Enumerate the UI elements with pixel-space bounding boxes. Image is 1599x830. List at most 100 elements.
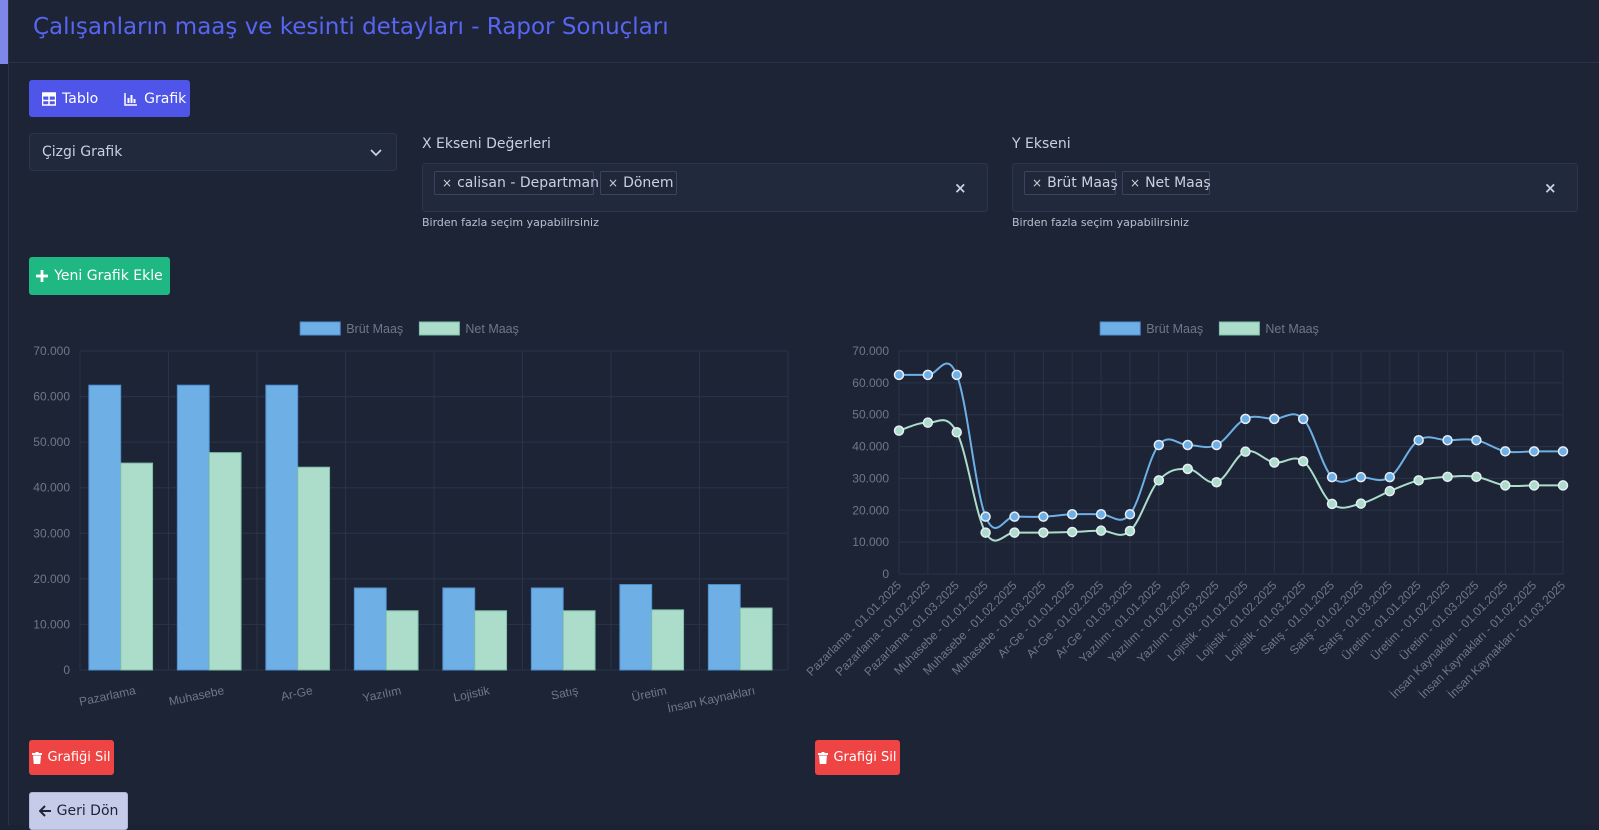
y-tick-label: 70.000 xyxy=(33,344,70,358)
data-point xyxy=(1442,434,1453,446)
data-point xyxy=(1038,527,1049,538)
x-tick-label: Lojistik xyxy=(452,683,492,705)
x-tick-label: Ar-Ge xyxy=(280,683,315,703)
data-point xyxy=(922,417,934,428)
clear-x-axis-icon[interactable]: × xyxy=(954,179,967,197)
data-point xyxy=(1384,471,1396,483)
data-point xyxy=(1066,509,1078,520)
y-axis-tag-label: Net Maaş xyxy=(1145,175,1211,191)
y-tick-label: 0 xyxy=(882,567,889,581)
x-tick-label: İnsan Kaynakları xyxy=(666,683,756,715)
legend-swatch xyxy=(418,321,460,336)
y-axis-tag[interactable]: × Brüt Maaş xyxy=(1024,171,1118,195)
bar xyxy=(385,610,419,671)
data-point xyxy=(1182,439,1193,451)
data-point xyxy=(1297,455,1309,467)
data-point xyxy=(1095,509,1107,520)
bar xyxy=(530,587,564,671)
remove-tag-icon[interactable]: × xyxy=(1032,176,1043,190)
view-toggle: Tablo Grafik xyxy=(29,80,190,117)
x-axis-multiselect[interactable]: × calisan - Departman × Dönem × xyxy=(422,163,988,212)
data-point xyxy=(1240,413,1251,425)
x-axis-hint: Birden fazla seçim yapabilirsiniz xyxy=(422,216,599,229)
x-axis-tag[interactable]: × Dönem xyxy=(600,171,677,195)
x-tick-label: Yazılım xyxy=(361,683,402,705)
bar xyxy=(442,587,476,671)
data-point xyxy=(951,426,962,438)
chart-type-select[interactable]: Çizgi Grafik xyxy=(29,133,397,171)
back-button[interactable]: Geri Dön xyxy=(29,792,128,830)
y-tick-label: 20.000 xyxy=(852,503,889,517)
chevron-down-icon xyxy=(370,149,382,157)
add-chart-label: Yeni Grafik Ekle xyxy=(54,268,163,284)
data-point xyxy=(1528,480,1540,491)
y-axis-multiselect[interactable]: × Brüt Maaş × Net Maaş × xyxy=(1012,163,1578,212)
x-tick-label: Pazarlama xyxy=(78,683,137,709)
y-axis-tag-label: Brüt Maaş xyxy=(1047,175,1118,191)
x-axis-tag-label: calisan - Departman xyxy=(457,175,600,191)
remove-tag-icon[interactable]: × xyxy=(442,176,453,190)
bar-chart: Brüt Maaş Net Maaş 0 10.000 20.000 30.000 40.0… xyxy=(33,321,789,716)
y-axis-tag[interactable]: × Net Maaş xyxy=(1122,171,1211,195)
bar-chart-icon xyxy=(124,92,138,106)
arrow-left-icon xyxy=(38,805,51,817)
y-tick-label: 20.000 xyxy=(33,572,70,586)
data-point xyxy=(1413,434,1424,446)
data-point xyxy=(1557,480,1569,491)
y-tick-label: 50.000 xyxy=(33,435,70,449)
data-point xyxy=(1182,463,1193,475)
legend-label: Net Maaş xyxy=(465,322,519,336)
legend-swatch xyxy=(1099,321,1141,336)
y-tick-label: 30.000 xyxy=(852,471,889,485)
data-point xyxy=(1413,475,1424,486)
data-point xyxy=(922,369,934,381)
table-view-button[interactable]: Tablo xyxy=(29,80,111,117)
bar xyxy=(88,384,122,671)
data-point xyxy=(1355,498,1367,509)
back-label: Geri Dön xyxy=(56,803,119,819)
trash-icon xyxy=(32,751,43,764)
data-point xyxy=(1528,446,1540,457)
legend-label: Brüt Maaş xyxy=(1146,322,1203,336)
chart-view-button[interactable]: Grafik xyxy=(111,80,199,117)
card-header: Çalışanların maaş ve kesinti detayları -… xyxy=(8,0,1599,63)
data-point xyxy=(1326,498,1338,510)
legend-label: Brüt Maaş xyxy=(346,322,403,336)
y-tick-label: 60.000 xyxy=(33,390,70,404)
x-tick-label: Muhasebe xyxy=(168,683,226,708)
remove-tag-icon[interactable]: × xyxy=(1130,176,1141,190)
bar xyxy=(707,584,741,671)
series-line xyxy=(899,362,1563,529)
add-chart-button[interactable]: Yeni Grafik Ekle xyxy=(29,257,170,295)
y-tick-label: 50.000 xyxy=(852,408,889,422)
plus-icon xyxy=(36,270,49,282)
y-axis-label: Y Ekseni xyxy=(1012,136,1071,152)
bar xyxy=(651,609,685,671)
data-point xyxy=(1153,439,1165,451)
bar xyxy=(208,452,242,671)
chart-type-value: Çizgi Grafik xyxy=(42,144,123,160)
data-point xyxy=(1471,471,1482,483)
data-point xyxy=(1500,480,1511,491)
table-icon xyxy=(42,91,56,106)
x-tick-label: Üretim xyxy=(630,683,667,704)
data-point xyxy=(1240,446,1251,457)
data-point xyxy=(893,369,905,381)
delete-line-chart-button[interactable]: Grafiği Sil xyxy=(815,740,900,775)
data-point xyxy=(1009,527,1020,538)
legend-label: Net Maaş xyxy=(1265,322,1319,336)
bar xyxy=(176,384,210,671)
data-point xyxy=(1009,511,1020,522)
delete-bar-chart-button[interactable]: Grafiği Sil xyxy=(29,740,114,775)
remove-tag-icon[interactable]: × xyxy=(608,176,619,190)
x-axis-tag[interactable]: × calisan - Departman xyxy=(434,171,599,195)
data-point xyxy=(1384,485,1396,497)
y-tick-label: 70.000 xyxy=(852,344,889,358)
y-tick-label: 10.000 xyxy=(33,617,70,631)
bar xyxy=(265,384,299,671)
trash-icon xyxy=(818,751,829,764)
bar xyxy=(120,462,154,671)
line-chart: Brüt Maaş Net Maaş 0 10.000 20.000 30.000 40.0… xyxy=(804,321,1569,701)
y-tick-label: 40.000 xyxy=(852,440,889,454)
clear-y-axis-icon[interactable]: × xyxy=(1544,179,1557,197)
